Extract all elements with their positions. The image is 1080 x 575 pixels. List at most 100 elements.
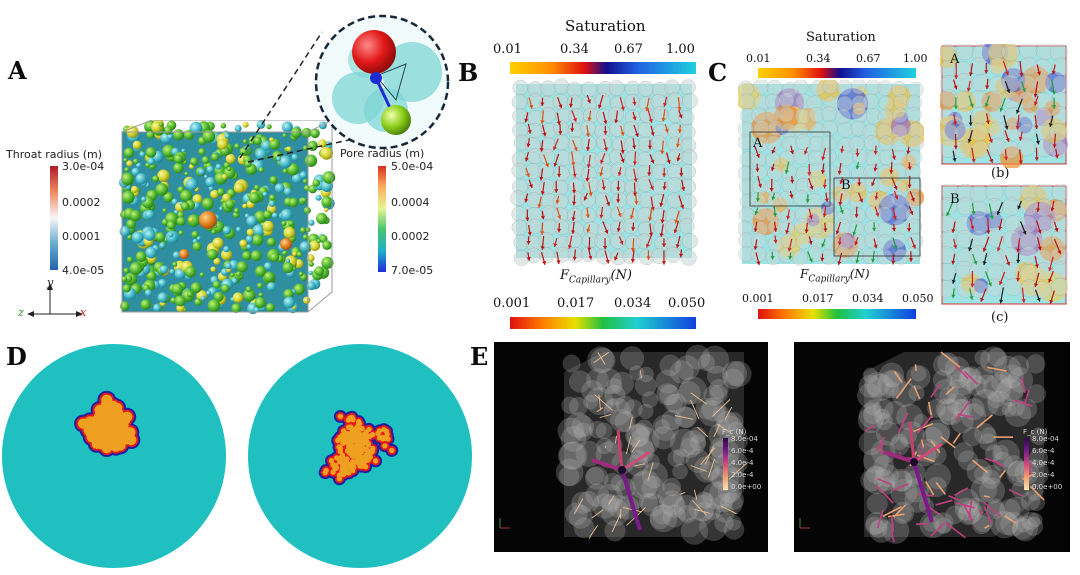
throat-edge xyxy=(882,505,902,518)
grain-sphere xyxy=(581,81,598,98)
pore-sphere xyxy=(288,220,294,226)
grain-sphere xyxy=(753,120,770,137)
grain-sphere xyxy=(739,151,756,168)
grain-sphere xyxy=(876,123,893,140)
grain-sphere xyxy=(986,90,1005,109)
grain-sphere xyxy=(597,484,623,510)
pore-sphere xyxy=(299,171,308,179)
force-arrowhead xyxy=(1033,93,1038,98)
pore-sphere xyxy=(157,169,170,182)
force-arrowhead xyxy=(807,172,812,176)
pore-sphere xyxy=(245,235,254,243)
saturation-patch xyxy=(1015,116,1033,134)
grain-sphere xyxy=(1001,74,1020,93)
grain-sphere xyxy=(588,420,607,439)
grain-sphere xyxy=(910,365,927,382)
force-arrowhead xyxy=(805,199,810,203)
grain-sphere xyxy=(1021,511,1040,531)
grain-sphere xyxy=(1051,184,1068,202)
cluster-core xyxy=(337,413,344,420)
force-arrowhead xyxy=(753,228,758,232)
force-arrowhead xyxy=(603,120,608,124)
pore-sphere xyxy=(320,147,333,160)
e2-tick-1: 6.0e-4 xyxy=(1032,447,1055,455)
grain-sphere xyxy=(573,422,593,442)
cluster-core xyxy=(364,453,370,459)
force-arrowhead xyxy=(647,172,652,176)
force-arrowhead xyxy=(540,191,545,195)
grain-sphere xyxy=(891,433,908,450)
cluster-core xyxy=(348,439,355,445)
pore-sphere xyxy=(176,216,186,226)
grain-sphere xyxy=(511,162,528,179)
throat-edge xyxy=(913,385,921,400)
pore-sphere xyxy=(173,162,184,174)
pore-sphere xyxy=(239,239,248,248)
grain-sphere xyxy=(512,79,529,96)
cluster-core xyxy=(337,458,343,465)
grain-sphere xyxy=(877,109,894,125)
pore-sphere xyxy=(322,171,336,184)
force-arrowhead xyxy=(1051,70,1056,75)
grain-sphere xyxy=(940,124,959,143)
grain-sphere xyxy=(652,414,679,441)
throat-edge xyxy=(1008,488,1024,497)
throat-edge xyxy=(940,436,956,449)
cluster-core xyxy=(345,417,352,423)
force-arrowhead xyxy=(769,188,774,192)
grain-sphere xyxy=(780,233,797,250)
grain-sphere xyxy=(650,135,667,152)
grain-sphere xyxy=(555,458,584,487)
grain-sphere xyxy=(1049,200,1068,219)
cluster-core xyxy=(107,421,118,432)
force-arrowhead xyxy=(1016,277,1021,282)
force-arrowhead xyxy=(1048,278,1052,283)
grain-sphere xyxy=(552,193,569,210)
force-arrowhead xyxy=(989,158,994,163)
grain-sphere xyxy=(651,163,668,180)
cluster-core xyxy=(370,445,376,452)
force-arrowhead xyxy=(840,148,845,153)
grain-sphere xyxy=(1051,106,1068,125)
pore-sphere xyxy=(146,270,157,281)
b-sat-tick-3: 1.00 xyxy=(666,42,695,57)
force-arrowhead xyxy=(770,256,775,260)
grain-sphere xyxy=(649,504,678,533)
pore-sphere xyxy=(124,167,130,173)
pore-sphere xyxy=(184,171,189,176)
grain-sphere xyxy=(552,179,569,196)
force-arrowhead xyxy=(1034,283,1038,287)
node xyxy=(618,466,626,474)
grain-sphere xyxy=(983,373,1012,402)
throat-edge xyxy=(598,394,602,411)
force-arrowhead xyxy=(859,198,864,203)
throat-edge xyxy=(1029,485,1045,501)
pore-sphere xyxy=(288,197,299,208)
d-slice-right xyxy=(248,344,472,568)
grain-sphere xyxy=(1051,91,1068,110)
cluster-core xyxy=(372,458,379,464)
grain-sphere xyxy=(697,353,715,372)
cluster-core xyxy=(347,434,353,441)
grain-sphere xyxy=(835,219,852,236)
pore-sphere xyxy=(206,249,218,260)
grain-sphere xyxy=(864,399,881,416)
panel-label-e: E xyxy=(470,342,489,371)
pore-sphere xyxy=(225,199,235,209)
throat-edge xyxy=(690,465,708,472)
pore-sphere xyxy=(141,196,147,202)
force-arrowhead xyxy=(756,153,760,158)
force-arrowhead xyxy=(540,120,545,124)
grain-sphere xyxy=(778,106,795,123)
grain-sphere xyxy=(725,514,742,531)
grain-sphere xyxy=(940,184,959,201)
saturation-patch xyxy=(940,46,958,69)
c-force-tick-0: 0.001 xyxy=(742,292,774,305)
force-arrowhead xyxy=(984,70,989,74)
saturation-patch xyxy=(984,211,1002,229)
grain-sphere xyxy=(695,491,713,509)
saturation-patch xyxy=(891,116,911,137)
force-arrowhead xyxy=(909,210,914,215)
cluster-core xyxy=(383,428,390,435)
grain-sphere xyxy=(1027,512,1043,528)
